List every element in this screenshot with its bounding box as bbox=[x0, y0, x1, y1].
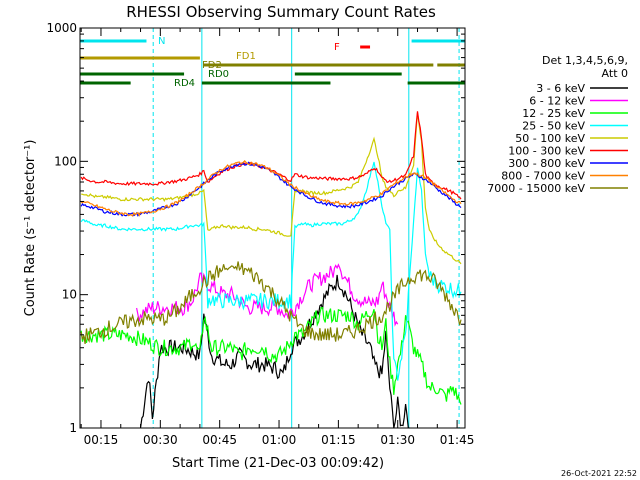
legend-entry-label: 6 - 12 keV bbox=[529, 95, 585, 108]
event-bar-label-rd4: RD4 bbox=[174, 78, 195, 89]
plot-area bbox=[80, 28, 465, 428]
series-line-9 bbox=[80, 261, 462, 344]
legend-entry-label: 3 - 6 keV bbox=[536, 82, 585, 95]
y-tick-label: 1 bbox=[69, 421, 77, 435]
series-line-6 bbox=[80, 111, 462, 200]
y-tick-label: 1000 bbox=[46, 21, 77, 35]
legend-entry-label: 25 - 50 keV bbox=[522, 120, 585, 133]
event-bar-label-fd1: FD1 bbox=[236, 51, 256, 62]
x-tick-label: 01:30 bbox=[380, 433, 415, 447]
legend-subheader: Att 0 bbox=[602, 67, 628, 80]
x-tick-label: 00:30 bbox=[143, 433, 178, 447]
x-tick-label: 01:45 bbox=[440, 433, 475, 447]
event-bar-label-rd0: RD0 bbox=[208, 69, 229, 80]
x-tick-label: 00:15 bbox=[84, 433, 119, 447]
chart-title: RHESSI Observing Summary Count Rates bbox=[126, 3, 436, 21]
legend-entry-label: 800 - 7000 keV bbox=[501, 170, 585, 183]
plot-border bbox=[79, 27, 466, 429]
event-bar-label-fd2: FD2 bbox=[202, 60, 222, 71]
y-tick-label: 100 bbox=[54, 154, 77, 168]
series-line-8 bbox=[81, 160, 462, 217]
x-tick-label: 01:15 bbox=[321, 433, 356, 447]
plot-frame-background bbox=[80, 28, 465, 428]
x-tick-label: 01:00 bbox=[262, 433, 297, 447]
x-axis-label: Start Time (21-Dec-03 00:09:42) bbox=[172, 456, 384, 471]
series-line-5 bbox=[81, 113, 462, 265]
legend-entry-label: 100 - 300 keV bbox=[508, 145, 585, 158]
y-axis-label: Count Rate (s⁻¹ detector⁻¹) bbox=[23, 140, 38, 317]
y-tick-label: 10 bbox=[62, 288, 77, 302]
event-bar-label-f: F bbox=[334, 42, 340, 53]
series-line-3 bbox=[80, 306, 462, 405]
legend-entry-label: 50 - 100 keV bbox=[515, 132, 585, 145]
legend-entry-label: 12 - 25 keV bbox=[522, 107, 585, 120]
legend-entry-label: 300 - 800 keV bbox=[508, 157, 585, 170]
legend-header: Det 1,3,4,5,6,9, bbox=[542, 54, 628, 67]
event-bar-label-n: N bbox=[158, 36, 165, 47]
axes: 00:15 00:30 00:45 01:00 01:15 01:30 01:45 1 10 10… bbox=[46, 21, 474, 447]
legend-entry-label: 7000 - 15000 keV bbox=[487, 182, 585, 195]
series-lines bbox=[80, 111, 462, 429]
x-tick-label: 00:45 bbox=[202, 433, 237, 447]
footer-timestamp: 26-Oct-2021 22:52 bbox=[561, 469, 637, 478]
